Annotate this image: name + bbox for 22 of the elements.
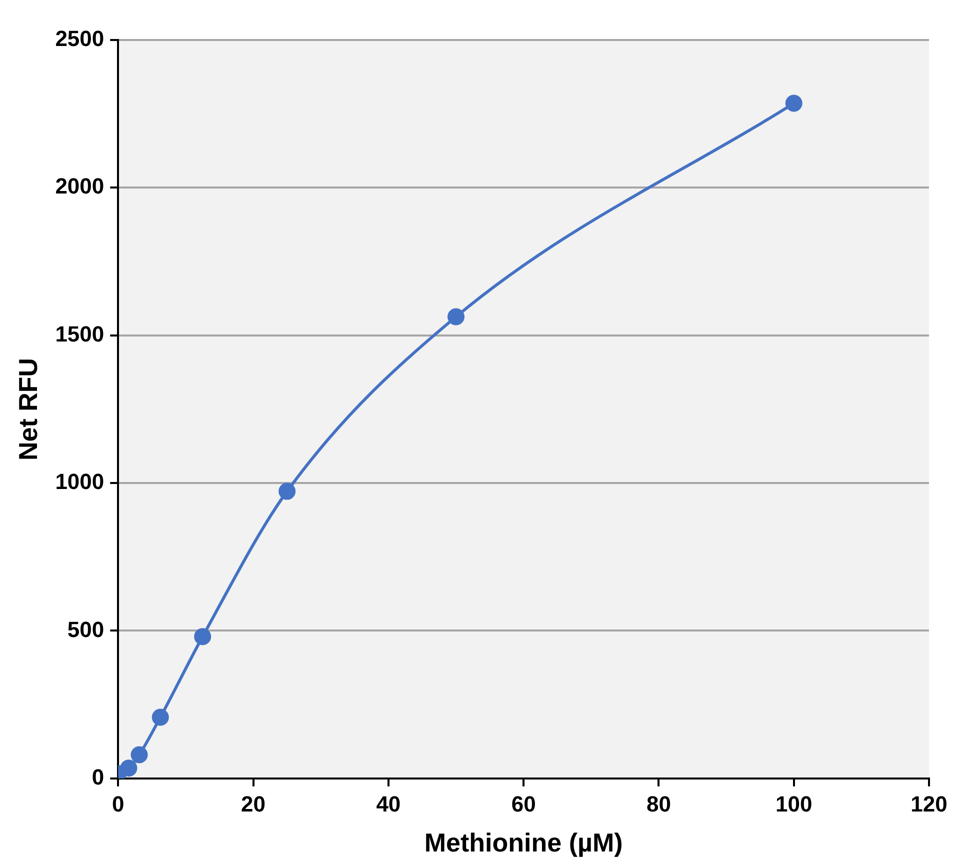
y-tick-label: 0 [92,764,104,790]
point [120,760,138,777]
x-axis-title: Methionine (µM) [424,828,623,858]
point [194,628,212,646]
point [278,482,296,500]
y-tick-label: 2500 [55,26,104,52]
point [785,94,802,112]
point [152,708,169,726]
point [130,746,148,764]
x-tick-label: 20 [241,792,266,817]
point [448,308,464,326]
x-tick-label: 60 [511,792,536,817]
y-tick-label: 1000 [55,469,104,494]
x-tick-label: 0 [112,792,124,817]
x-tick-label: 120 [910,792,948,817]
y-tick-label: 2000 [55,174,104,199]
x-tick-label: 80 [646,792,671,817]
y-tick-label: 500 [67,616,104,642]
y-axis-title: Net RFU [12,358,43,460]
y-tick-label: 1500 [55,321,104,346]
x-tick-label: 100 [775,792,812,817]
x-tick-label: 40 [376,792,401,817]
